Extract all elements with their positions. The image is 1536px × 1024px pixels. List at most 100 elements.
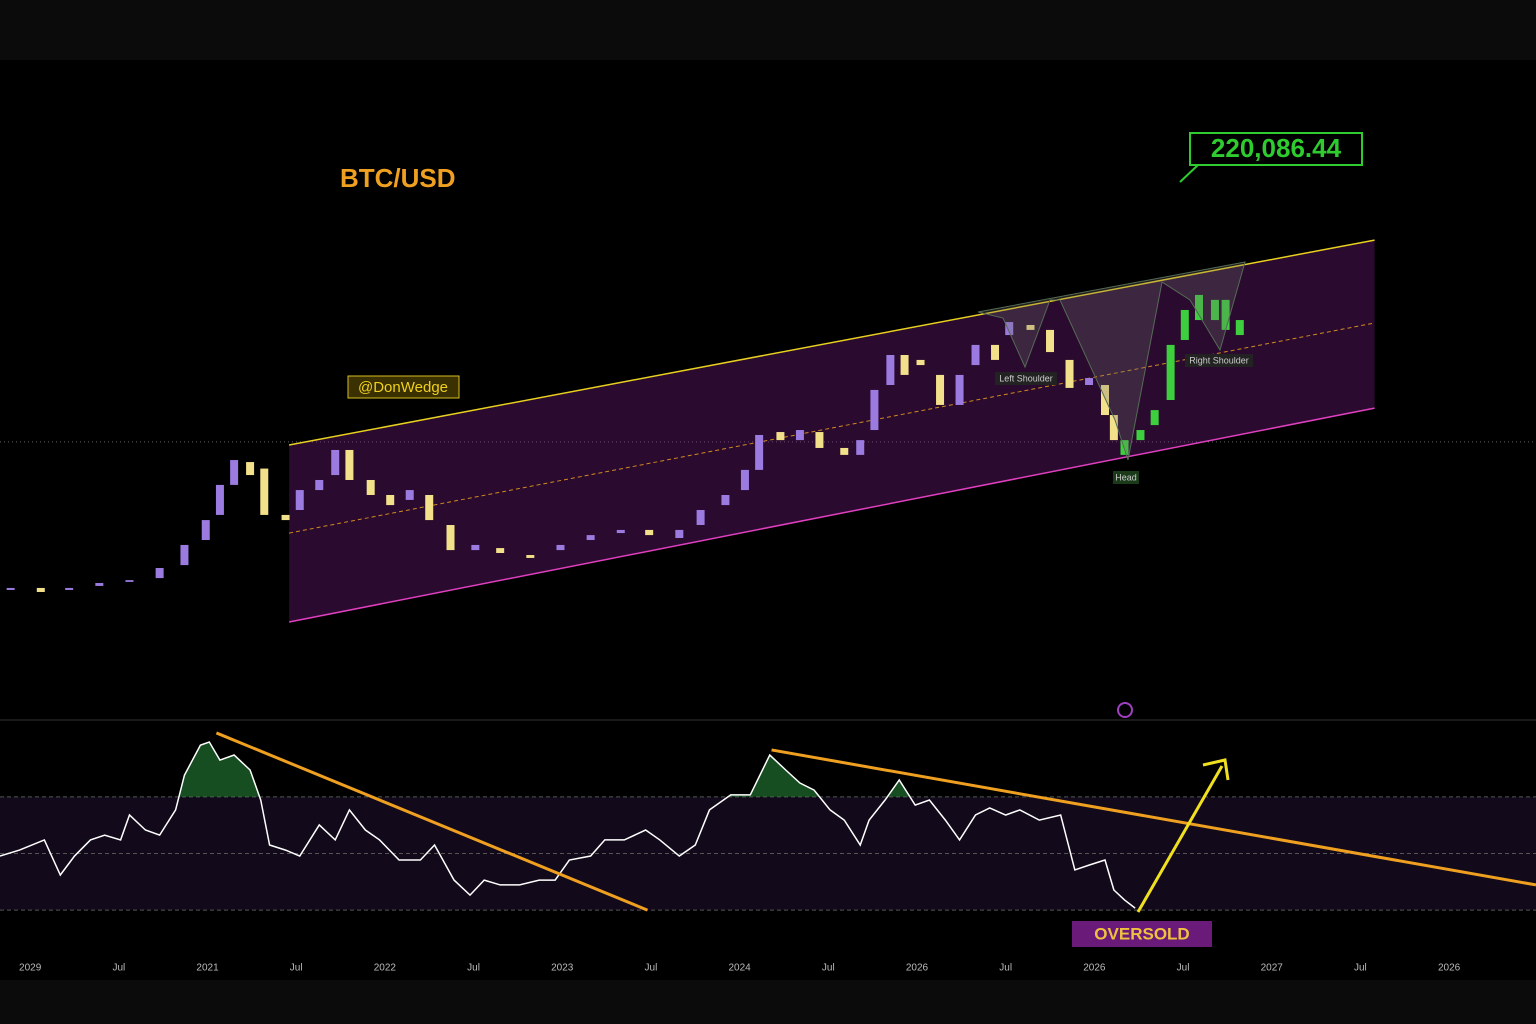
- candle: [900, 354, 909, 375]
- x-tick-label: 2027: [1261, 963, 1284, 974]
- candle: [230, 460, 239, 485]
- annotation-box: [995, 372, 1057, 385]
- candle: [1109, 415, 1118, 441]
- candle: [446, 525, 455, 551]
- candle: [331, 449, 340, 476]
- candle: [916, 359, 925, 366]
- candle: [776, 432, 785, 441]
- candle: [246, 462, 255, 476]
- candle: [870, 389, 879, 431]
- watermark-box: [347, 375, 460, 399]
- candle: [795, 430, 804, 441]
- candle: [1120, 440, 1129, 455]
- channel-lower: [288, 407, 1375, 623]
- watermark: @DonWedge: [358, 379, 448, 396]
- candle: [755, 434, 764, 470]
- candle: [971, 344, 980, 366]
- candle: [215, 484, 224, 515]
- candle: [955, 374, 964, 405]
- candle: [1195, 294, 1204, 321]
- chart-title: BTC/USD: [340, 163, 456, 193]
- candle: [815, 432, 824, 448]
- candle: [1046, 329, 1055, 353]
- candle: [95, 583, 104, 586]
- candle: [991, 344, 1000, 360]
- candle: [425, 494, 434, 521]
- x-tick-label: Jul: [467, 963, 480, 974]
- candle: [1221, 299, 1230, 330]
- arrow-head: [1202, 758, 1230, 781]
- annotation-box: [1113, 471, 1139, 484]
- candle: [180, 544, 189, 566]
- candle: [1166, 344, 1175, 401]
- candle: [1235, 320, 1244, 336]
- candle: [201, 520, 210, 541]
- annotation: Right Shoulder: [1189, 355, 1249, 365]
- candle: [721, 494, 730, 506]
- candle: [36, 587, 45, 592]
- candle: [471, 544, 480, 551]
- candle: [155, 568, 164, 579]
- candle: [405, 490, 414, 500]
- candle: [526, 555, 535, 558]
- candle: [740, 469, 749, 491]
- candle: [886, 354, 895, 386]
- candle: [260, 468, 269, 515]
- icon: [1117, 702, 1133, 718]
- annotation: Left Shoulder: [999, 373, 1053, 383]
- candle: [1180, 309, 1189, 340]
- price-pane: [0, 239, 1536, 623]
- candle: [556, 544, 565, 551]
- x-tick-label: Jul: [290, 963, 303, 974]
- x-tick-label: 2021: [196, 963, 219, 974]
- candle: [616, 529, 625, 534]
- annotation-box: [1185, 354, 1253, 367]
- candle: [65, 587, 74, 590]
- candle: [645, 529, 654, 536]
- candle: [345, 449, 354, 480]
- oversold-box: [1072, 921, 1212, 947]
- x-tick-label: 2026: [1083, 963, 1106, 974]
- candle: [496, 548, 505, 554]
- target-pointer: [1179, 164, 1199, 183]
- candle: [6, 587, 15, 590]
- target-label: 220,086.44: [1211, 133, 1342, 163]
- channel-middle: [289, 322, 1375, 534]
- pattern-outline: [977, 261, 1246, 461]
- candle: [696, 510, 705, 526]
- x-tick-label: 2024: [728, 963, 751, 974]
- rsi-line: [0, 741, 1136, 909]
- candle: [1210, 299, 1219, 321]
- candle: [675, 529, 684, 538]
- candle: [281, 514, 290, 521]
- candle: [315, 479, 324, 491]
- x-tick-label: 2026: [1438, 963, 1461, 974]
- x-tick-label: 2023: [551, 963, 574, 974]
- candle: [295, 490, 304, 510]
- channel-upper: [288, 239, 1375, 446]
- candle: [1136, 430, 1145, 441]
- x-tick-label: 2029: [19, 963, 42, 974]
- candle: [1100, 385, 1109, 416]
- candle: [840, 447, 849, 455]
- candle: [1085, 378, 1094, 386]
- trendline: [771, 748, 1536, 887]
- candle: [1005, 322, 1014, 336]
- arrow: [1136, 765, 1224, 913]
- x-tick-label: Jul: [1177, 963, 1190, 974]
- candle: [1026, 324, 1035, 330]
- x-tick-label: 2026: [906, 963, 929, 974]
- oversold-label: OVERSOLD: [1094, 924, 1189, 943]
- x-tick-label: Jul: [1354, 963, 1367, 974]
- x-tick-label: Jul: [645, 963, 658, 974]
- candle: [586, 535, 595, 541]
- x-tick-label: 2022: [374, 963, 397, 974]
- bottom-bar: [0, 980, 1536, 1024]
- overbought-fill: [0, 741, 1136, 797]
- candle: [366, 479, 375, 495]
- candle: [386, 494, 395, 506]
- target-box: [1189, 132, 1363, 166]
- x-tick-label: Jul: [112, 963, 125, 974]
- annotation: Head: [1115, 472, 1137, 482]
